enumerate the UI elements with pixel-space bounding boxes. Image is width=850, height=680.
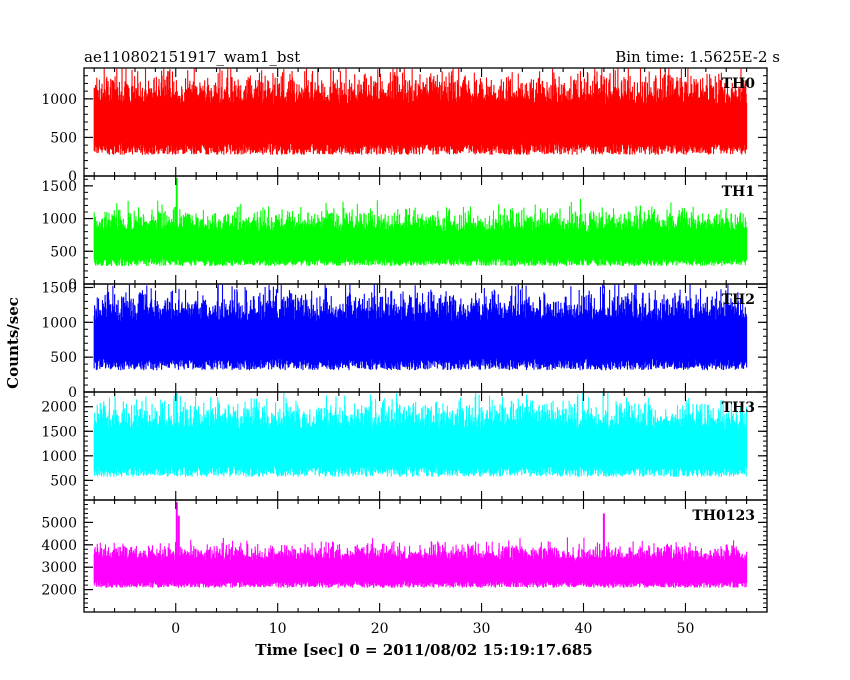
y-tick-label: 1000: [41, 92, 77, 108]
panel-th2: 0 500 1000 1500 TH2: [41, 280, 768, 401]
series-line-th2: [93, 284, 748, 371]
y-tick-label: 500: [50, 244, 77, 260]
y-tick-label: 2000: [41, 583, 77, 599]
y-tick-label: 0: [68, 169, 77, 185]
series-line-th0123: [93, 537, 748, 588]
series-label-th1: TH1: [722, 184, 755, 200]
series-label-th3: TH3: [722, 400, 755, 416]
bin-time-label: Bin time: 1.5625E-2 s: [615, 48, 780, 66]
x-tick-label: 50: [677, 621, 695, 637]
y-tick-label: 500: [50, 473, 77, 489]
y-tick-label: 1500: [41, 424, 77, 440]
figure-title: ae110802151917_wam1_bst: [84, 48, 300, 66]
x-tick-label: 10: [269, 621, 287, 637]
y-tick-label: 500: [50, 350, 77, 366]
y-tick-label: 5000: [41, 515, 77, 531]
series-label-th2: TH2: [722, 292, 755, 308]
y-tick-label: 1000: [41, 449, 77, 465]
panel-th3: 500 1000 1500 2000 TH3: [41, 391, 768, 501]
y-tick-label: 1000: [41, 315, 77, 331]
x-tick-label: 30: [473, 621, 491, 637]
y-tick-label: 0: [68, 385, 77, 401]
series-line-th0: [93, 68, 748, 155]
panel-th0: 0 500 1000 TH0: [41, 67, 768, 185]
y-tick-label: 500: [50, 130, 77, 146]
panel-th0123: 2000 3000 4000 5000 TH0123: [41, 499, 768, 613]
y-tick-label: 0: [68, 277, 77, 293]
panel-frame: [83, 499, 768, 613]
y-tick-label: 1500: [41, 179, 77, 195]
x-tick-label: 20: [371, 621, 389, 637]
panel-th1: 0 500 1000 1500 TH1: [41, 175, 768, 293]
x-tick-label: 0: [171, 621, 180, 637]
x-axis-label: Time [sec] 0 = 2011/08/02 15:19:17.685: [255, 641, 592, 659]
y-tick-label: 4000: [41, 538, 77, 554]
y-axis-label: Counts/sec: [4, 297, 22, 389]
series-label-th0123: TH0123: [692, 508, 755, 524]
series-label-th0: TH0: [722, 76, 756, 92]
series-line-th3: [93, 393, 748, 477]
y-tick-label: 1500: [41, 280, 77, 296]
x-tick-label: 40: [575, 621, 593, 637]
y-tick-label: 1000: [41, 212, 77, 228]
y-tick-label: 3000: [41, 560, 77, 576]
y-tick-label: 2000: [41, 400, 77, 416]
series-line-th1: [93, 198, 748, 267]
